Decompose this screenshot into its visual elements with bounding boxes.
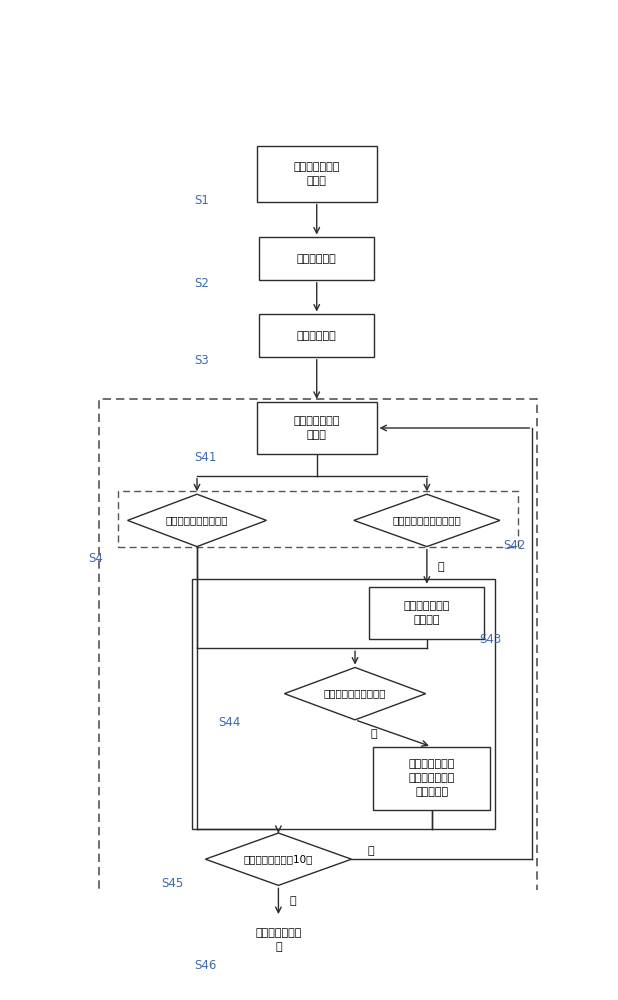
Bar <box>221 917 336 963</box>
Text: 渲染行数是否超过10行: 渲染行数是否超过10行 <box>243 854 313 864</box>
Text: S46: S46 <box>195 959 217 972</box>
Bar <box>257 146 376 202</box>
Text: 是: 是 <box>289 896 296 906</box>
Bar <box>118 491 518 547</box>
Polygon shape <box>127 494 266 547</box>
Text: 否: 否 <box>367 846 374 856</box>
Text: 对表格的数据进
行渲染: 对表格的数据进 行渲染 <box>294 416 340 440</box>
Text: 当前列是否为自适应列宽: 当前列是否为自适应列宽 <box>392 515 461 525</box>
Bar <box>99 399 537 975</box>
Text: 对表格的列宽进
行设置: 对表格的列宽进 行设置 <box>294 162 340 186</box>
Text: 建立数据模型: 建立数据模型 <box>297 254 337 264</box>
Bar <box>192 579 495 829</box>
Text: 当前列是否为固定列宽: 当前列是否为固定列宽 <box>166 515 228 525</box>
Polygon shape <box>284 667 426 720</box>
Text: S4: S4 <box>88 552 103 565</box>
Text: 计算并记录当前
列的宽度: 计算并记录当前 列的宽度 <box>404 601 450 625</box>
Bar <box>257 402 376 454</box>
Text: 将当前列宽设置
为最终列宽并保
存至缓存中: 将当前列宽设置 为最终列宽并保 存至缓存中 <box>408 759 455 797</box>
Text: S2: S2 <box>195 277 210 290</box>
Text: S43: S43 <box>480 633 502 646</box>
Text: 是否大于缓存中的列宽: 是否大于缓存中的列宽 <box>324 689 386 699</box>
Bar <box>260 237 375 280</box>
Text: S3: S3 <box>195 354 210 367</box>
Text: S41: S41 <box>195 451 217 464</box>
Text: 输入页码信息: 输入页码信息 <box>297 331 337 341</box>
Text: S42: S42 <box>504 539 526 552</box>
Bar <box>370 587 485 639</box>
Text: 是: 是 <box>438 562 444 572</box>
Polygon shape <box>354 494 500 547</box>
Text: S1: S1 <box>195 194 210 207</box>
Text: S45: S45 <box>161 877 184 890</box>
Bar <box>373 747 490 810</box>
Text: S44: S44 <box>219 716 241 729</box>
Text: 在表格中显示数
据: 在表格中显示数 据 <box>255 928 302 952</box>
Polygon shape <box>205 833 352 885</box>
Bar <box>260 314 375 357</box>
Text: 是: 是 <box>371 729 378 739</box>
